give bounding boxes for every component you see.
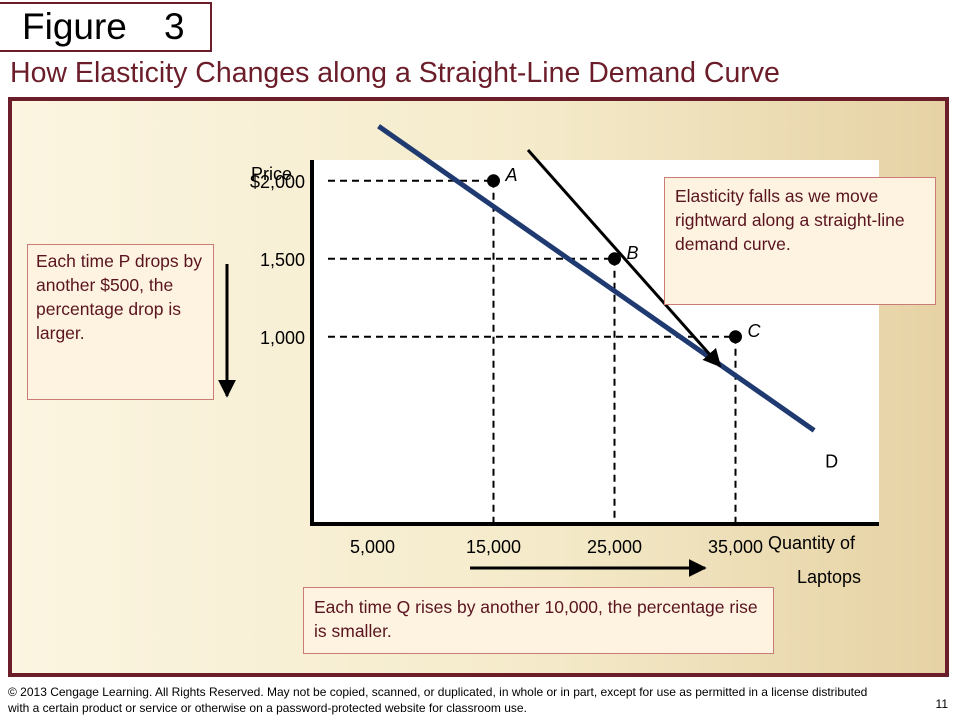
figure-label: Figure 3 xyxy=(0,2,212,52)
point-c xyxy=(729,330,742,344)
slide-title: How Elasticity Changes along a Straight-… xyxy=(10,57,780,89)
note-elasticity: Elasticity falls as we move rightward al… xyxy=(664,177,936,305)
y-axis-label: Price xyxy=(251,164,292,184)
x-axis-label-line1: Quantity of xyxy=(768,533,856,553)
x-tick-label: 35,000 xyxy=(708,537,763,557)
x-axis-label-line2: Laptops xyxy=(797,567,861,587)
footer: © 2013 Cengage Learning. All Rights Rese… xyxy=(0,682,960,720)
note-price-drop: Each time P drops by another $500, the p… xyxy=(27,244,214,400)
page-number: 11 xyxy=(935,697,948,711)
diagonal-arrow xyxy=(526,149,722,368)
point-label-b: B xyxy=(627,243,639,263)
x-tick-label: 5,000 xyxy=(350,537,395,557)
y-tick-label: $2,000 xyxy=(250,172,305,192)
point-a xyxy=(487,174,500,188)
figure-word: Figure xyxy=(22,6,127,47)
y-tick-label: 1,500 xyxy=(260,250,305,270)
x-tick-label: 25,000 xyxy=(587,537,642,557)
y-tick-label: 1,000 xyxy=(260,328,305,348)
demand-curve-line xyxy=(377,124,816,433)
copyright-text: © 2013 Cengage Learning. All Rights Rese… xyxy=(8,685,868,715)
demand-curve-label: D xyxy=(825,451,838,471)
point-label-c: C xyxy=(748,321,762,341)
note-quantity-rise: Each time Q rises by another 10,000, the… xyxy=(303,587,774,654)
x-tick-label: 15,000 xyxy=(466,537,521,557)
point-b xyxy=(608,252,621,266)
figure-number: 3 xyxy=(164,6,185,47)
point-label-a: A xyxy=(505,165,518,185)
